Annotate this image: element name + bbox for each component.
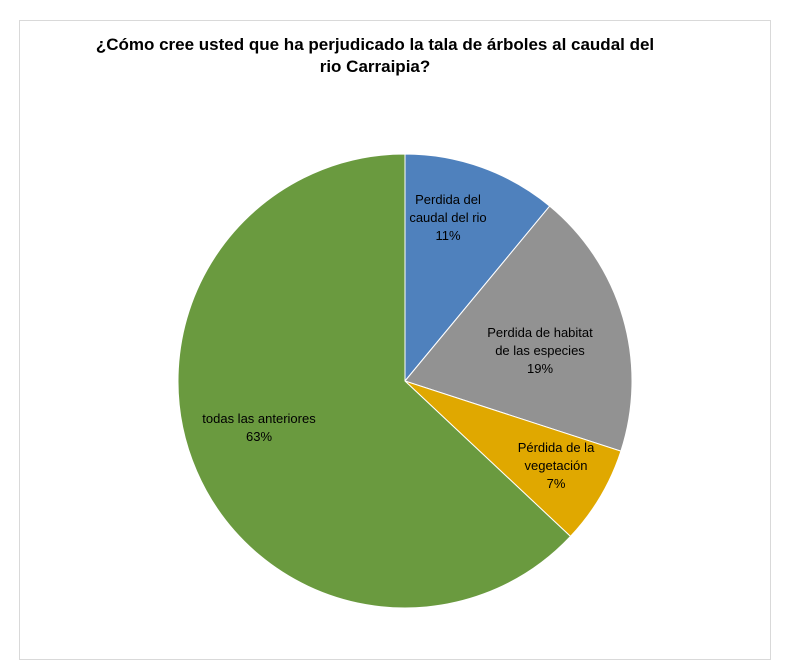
chart-title-line-1: ¿Cómo cree usted que ha perjudicado la t…: [95, 35, 655, 54]
slice-caudal: [404, 153, 551, 383]
chart-title-line-2: rio Carraipia?: [319, 57, 431, 76]
chart-title: ¿Cómo cree usted que ha perjudicado la t…: [60, 34, 690, 78]
slice-habitat-label: Perdida de habitat de las especies 19%: [487, 325, 593, 376]
slice-todas: [177, 153, 572, 609]
slice-todas-label: todas las anteriores 63%: [202, 411, 316, 444]
slice-vegetacion-label: Pérdida de la vegetación 7%: [518, 440, 595, 491]
slice-habitat: [404, 205, 633, 452]
slice-caudal-label: Perdida del caudal del rio 11%: [409, 192, 486, 243]
